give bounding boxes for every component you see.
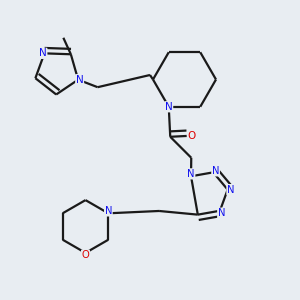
Text: O: O	[82, 250, 89, 260]
Text: N: N	[105, 206, 112, 216]
Text: N: N	[165, 102, 172, 112]
Text: O: O	[188, 131, 196, 141]
Text: N: N	[76, 75, 83, 85]
Text: N: N	[212, 166, 219, 176]
Text: N: N	[39, 48, 47, 58]
Text: N: N	[218, 208, 225, 218]
Text: N: N	[187, 169, 195, 179]
Text: N: N	[227, 184, 234, 195]
